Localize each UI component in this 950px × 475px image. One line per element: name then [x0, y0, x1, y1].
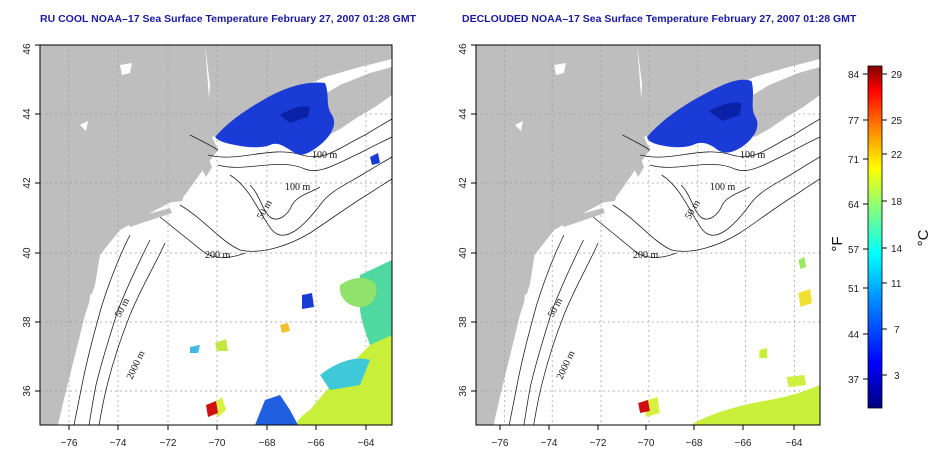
right-lat-tick-38: 38	[458, 316, 469, 328]
left-lon-tick-66: −66	[308, 438, 325, 449]
right-lon-tick-68: −68	[686, 438, 703, 449]
celsius-unit-label: °C	[915, 229, 932, 246]
right-depth-label-100m-south: 100 m	[710, 182, 736, 193]
right-map-panel: 100 m 100 m 50 m 200 m 50 m 2000 m 36 38…	[458, 43, 821, 449]
left-map-content	[40, 45, 392, 425]
left-lat-tick-46: 46	[22, 43, 33, 55]
right-lat-tick-42: 42	[458, 177, 469, 189]
colorbar-c-tick-14: 14	[891, 244, 903, 255]
colorbar-fahrenheit-scale: 84 77 71 64 57 51 44 37 °F	[829, 70, 868, 386]
left-depth-label-100m-south: 100 m	[285, 182, 311, 193]
colorbar-c-tick-25: 25	[891, 116, 903, 127]
right-lat-tick-44: 44	[458, 108, 469, 120]
colorbar-gradient	[867, 65, 883, 409]
right-depth-label-100m-north: 100 m	[740, 150, 766, 161]
colorbar-c-tick-29: 29	[891, 70, 903, 81]
right-lat-axis: 36 38 40 42 44 46	[458, 43, 476, 397]
left-lat-tick-38: 38	[22, 316, 33, 328]
left-lon-tick-64: −64	[358, 438, 375, 449]
left-lat-tick-36: 36	[22, 385, 33, 397]
right-lon-tick-64: −64	[786, 438, 803, 449]
colorbar-f-tick-44: 44	[848, 330, 860, 341]
right-map-frame	[475, 44, 821, 426]
left-lat-tick-40: 40	[22, 247, 33, 259]
left-lat-tick-44: 44	[22, 108, 33, 120]
left-depth-label-200m: 200 m	[205, 250, 231, 261]
left-lon-tick-70: −70	[209, 438, 226, 449]
colorbar-f-tick-57: 57	[848, 245, 860, 256]
colorbar-c-tick-18: 18	[891, 197, 903, 208]
colorbar-f-tick-71: 71	[848, 155, 860, 166]
left-lat-axis: 36 38 40 42 44 46	[22, 43, 40, 397]
left-lon-axis: −76 −74 −72 −70 −68 −66 −64	[61, 425, 375, 449]
left-map-frame	[39, 44, 393, 426]
right-lat-tick-36: 36	[458, 385, 469, 397]
left-map-panel: 100 m 100 m 50 m 200 m 50 m 2000 m 36 38…	[22, 43, 393, 449]
colorbar-f-tick-84: 84	[848, 70, 860, 81]
left-lon-tick-68: −68	[259, 438, 276, 449]
right-lon-tick-66: −66	[735, 438, 752, 449]
left-map-title: RU COOL NOAA–17 Sea Surface Temperature …	[40, 13, 417, 25]
colorbar-c-tick-11: 11	[891, 279, 902, 290]
colorbar-f-tick-51: 51	[848, 284, 860, 295]
left-depth-label-100m-north: 100 m	[312, 150, 338, 161]
left-lat-tick-42: 42	[22, 177, 33, 189]
fahrenheit-unit-label: °F	[829, 236, 846, 251]
colorbar-c-tick-3: 3	[894, 371, 900, 382]
colorbar-f-tick-37: 37	[848, 375, 860, 386]
right-lon-tick-76: −76	[492, 438, 509, 449]
left-lon-tick-76: −76	[61, 438, 78, 449]
right-map-content	[476, 45, 820, 425]
right-lat-tick-40: 40	[458, 247, 469, 259]
left-lon-tick-72: −72	[160, 438, 177, 449]
right-warm-water-southeast	[690, 385, 820, 425]
right-lon-tick-74: −74	[541, 438, 558, 449]
right-depth-label-200m: 200 m	[633, 250, 659, 261]
right-lon-tick-72: −72	[590, 438, 607, 449]
right-cold-water-gulf-of-maine	[646, 79, 758, 153]
temperature-colorbar: 84 77 71 64 57 51 44 37 °F 29 25 22 18 1…	[829, 65, 932, 409]
left-cold-water-gulf-of-maine	[215, 82, 335, 155]
left-lon-tick-74: −74	[110, 438, 127, 449]
colorbar-c-tick-7: 7	[894, 325, 900, 336]
right-lon-axis: −76 −74 −72 −70 −68 −66 −64	[492, 425, 803, 449]
colorbar-c-tick-22: 22	[891, 150, 903, 161]
colorbar-f-tick-77: 77	[848, 116, 860, 127]
right-map-title: DECLOUDED NOAA–17 Sea Surface Temperatur…	[462, 13, 857, 25]
colorbar-celsius-scale: 29 25 22 18 14 11 7 3 °C	[882, 70, 932, 382]
colorbar-f-tick-64: 64	[848, 200, 860, 211]
right-lat-tick-46: 46	[458, 43, 469, 55]
right-lon-tick-70: −70	[638, 438, 655, 449]
